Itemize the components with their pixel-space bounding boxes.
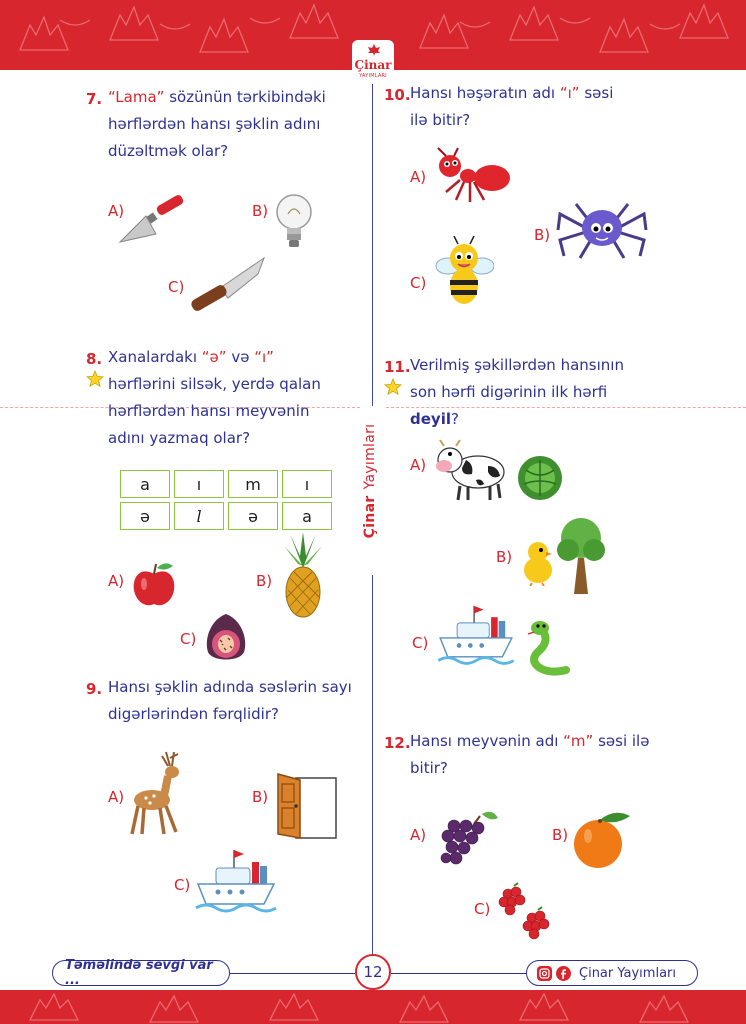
publisher-logo: Çinar YAYIMLARI — [352, 40, 394, 84]
question-8-option-a: A) — [108, 572, 125, 590]
bee-icon — [435, 236, 494, 304]
grid-cell: ə — [228, 502, 278, 530]
maple-leaf-pattern — [19, 3, 729, 53]
grid-cell: a — [120, 470, 170, 498]
question-10-option-b: B) — [534, 226, 551, 244]
question-12-number: 12. — [384, 734, 411, 752]
question-8-option-c: C) — [180, 630, 197, 648]
letter-grid: a ı m ı ə l ə a — [120, 470, 332, 530]
chick-icon — [524, 542, 552, 586]
snake-icon — [527, 621, 570, 676]
footer-line-right — [391, 973, 526, 975]
question-9-option-c: C) — [174, 876, 191, 894]
question-11-option-b: B) — [496, 548, 513, 566]
footer-line-left — [230, 973, 355, 975]
instagram-icon — [537, 965, 552, 981]
grid-cell: ı — [282, 470, 332, 498]
question-7-option-a: A) — [108, 202, 125, 220]
question-12-option-a: A) — [410, 826, 427, 844]
question-11-option-c: C) — [412, 634, 429, 652]
cow-icon — [436, 439, 505, 501]
maple-leaf-pattern — [28, 992, 690, 1023]
door-icon — [277, 773, 337, 839]
question-8-number: 8. — [86, 350, 103, 368]
grid-cell: m — [228, 470, 278, 498]
light-bulb-icon — [276, 194, 312, 247]
grid-cell: a — [282, 502, 332, 530]
pineapple-icon — [284, 532, 322, 618]
fig-icon — [206, 614, 246, 660]
column-divider-bottom — [372, 575, 374, 955]
apple-icon — [133, 563, 175, 606]
grid-cell: ı — [174, 470, 224, 498]
question-7-option-b: B) — [252, 202, 269, 220]
question-7-text: “Lama” sözünün tərkibindəki hərflərdən h… — [108, 88, 326, 160]
fold-line-right — [386, 407, 746, 408]
vertical-brand-label: ÇinarYayımları — [362, 423, 378, 539]
question-12-option-c: C) — [474, 900, 491, 918]
knife-icon — [191, 256, 266, 311]
spider-icon — [556, 203, 648, 259]
footer-band — [0, 990, 746, 1024]
question-11-text: Verilmiş şəkillərdən hansının son hərfi … — [410, 356, 624, 428]
grid-cell: ə — [120, 502, 170, 530]
question-10-number: 10. — [384, 86, 411, 104]
question-12-option-b: B) — [552, 826, 569, 844]
deer-icon — [130, 751, 179, 835]
grapes-icon — [440, 811, 498, 865]
question-9-text: Hansı şəklin adında səslərin sayı digərl… — [108, 678, 352, 723]
maple-leaf-icon — [368, 44, 380, 56]
footer-brand-name: Çinar Yayımları — [579, 965, 676, 981]
tree-icon — [557, 518, 605, 594]
ship-icon — [195, 850, 277, 913]
question-9-option-a: A) — [108, 788, 125, 806]
question-8-text: Xanalardakı “ə” və “ı” hərflərini silsək… — [108, 348, 321, 447]
question-10-option-c: C) — [410, 274, 427, 292]
question-7-number: 7. — [86, 90, 103, 108]
fold-line-left — [0, 407, 360, 408]
question-11-number: 11. — [384, 358, 411, 376]
facebook-icon — [556, 965, 571, 981]
question-12-text: Hansı meyvənin adı “m” səsi ilə bitir? — [410, 732, 650, 777]
star-icon — [384, 378, 402, 396]
footer-brand: Çinar Yayımları — [526, 960, 698, 986]
logo-name: Çinar — [354, 58, 392, 72]
ant-icon — [437, 147, 510, 202]
question-9-option-b: B) — [252, 788, 269, 806]
footer-slogan: Təməlində sevgi var ... — [52, 958, 230, 988]
column-divider-top — [372, 84, 374, 406]
question-9-number: 9. — [86, 680, 103, 698]
trowel-icon — [118, 195, 184, 243]
cabbage-icon — [518, 456, 562, 500]
orange-icon — [574, 812, 630, 868]
grid-cell: l — [174, 502, 224, 530]
question-10-option-a: A) — [410, 168, 427, 186]
logo-subtitle: YAYIMLARI — [359, 73, 387, 79]
question-10-text: Hansı həşəratın adı “ı” səsi ilə bitir? — [410, 84, 614, 129]
question-8-option-b: B) — [256, 572, 273, 590]
question-7-option-c: C) — [168, 278, 185, 296]
star-icon — [86, 370, 104, 388]
ship-icon — [437, 605, 515, 665]
page-number: 12 — [355, 954, 391, 990]
raspberry-icon — [498, 882, 550, 940]
question-11-option-a: A) — [410, 456, 427, 474]
